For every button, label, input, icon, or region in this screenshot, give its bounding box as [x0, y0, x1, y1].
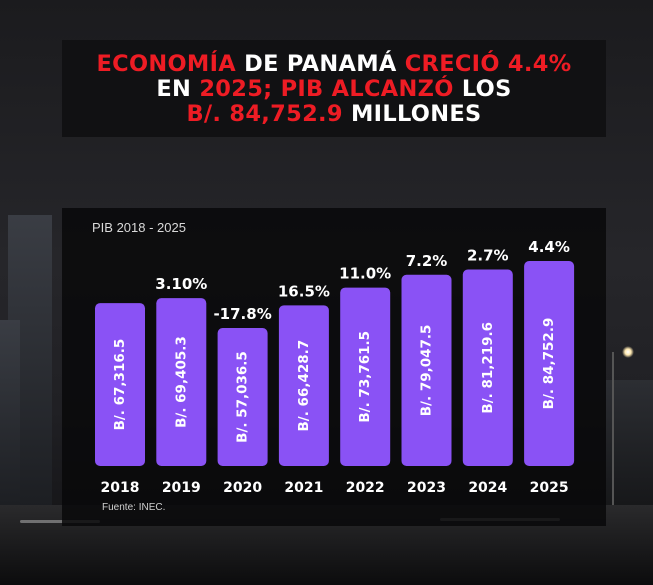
year-label: 2023 [407, 480, 446, 496]
headline-segment: creció 4.4% [404, 51, 572, 77]
growth-label: 16.5% [278, 282, 330, 300]
chart-panel: PIB 2018 - 2025 B/. 67,316.5 2018 B/. 69,4… [62, 208, 606, 526]
headline-line-3: B/. 84,752.9 millones [72, 102, 596, 127]
growth-label: 11.0% [339, 265, 391, 283]
bar-2023 [401, 274, 452, 466]
bar-2018 [95, 303, 145, 466]
year-label: 2021 [284, 480, 323, 496]
bar-2019 [156, 298, 207, 466]
bar-2021 [278, 305, 329, 466]
headline-line-1: Economía de Panamá creció 4.4% [72, 52, 596, 77]
street-lamp [622, 346, 634, 358]
value-label: B/. 66,428.7 [296, 340, 312, 432]
bar-2025 [524, 261, 575, 466]
headline-segment: Economía [96, 51, 237, 77]
headline-segment: de Panamá [236, 51, 405, 77]
value-label: B/. 57,036.5 [235, 351, 251, 443]
headline-box: Economía de Panamá creció 4.4% en 2025; … [62, 40, 606, 137]
growth-label: 2.7% [467, 247, 509, 265]
value-label: B/. 79,047.5 [419, 325, 435, 417]
year-label: 2025 [530, 480, 569, 496]
year-label: 2018 [101, 480, 140, 496]
headline-line-2: en 2025; PIB alcanzó los [72, 77, 596, 102]
headline-segment: millones [342, 101, 482, 127]
growth-label: 3.10% [155, 275, 207, 293]
value-label: B/. 69,405.3 [173, 336, 189, 428]
headline-segment: B/. 84,752.9 [186, 101, 343, 127]
value-label: B/. 81,219.6 [480, 322, 496, 414]
value-label: B/. 84,752.9 [541, 318, 557, 410]
bar-2022 [340, 287, 391, 466]
background-tower [0, 320, 20, 510]
street-lamp-pole [612, 352, 614, 510]
year-label: 2020 [223, 480, 262, 496]
growth-label: -17.8% [213, 305, 271, 323]
headline-segment: 2025; PIB alcanzó [199, 76, 454, 102]
growth-label: 4.4% [528, 238, 570, 256]
year-label: 2024 [468, 480, 507, 496]
headline-segment: en [156, 76, 200, 102]
value-label: B/. 73,761.5 [357, 331, 373, 423]
bar-2020 [217, 328, 268, 466]
source-note: Fuente: INEC. [102, 502, 166, 513]
year-label: 2019 [162, 480, 201, 496]
year-label: 2022 [346, 480, 385, 496]
chart-title: PIB 2018 - 2025 [92, 220, 186, 235]
growth-label: 7.2% [406, 252, 448, 270]
bar-chart: B/. 67,316.5 2018 B/. 69,405.3 3.10% 2019 B/.… [95, 238, 575, 496]
headline-segment: los [453, 76, 512, 102]
road-light [20, 520, 100, 523]
bar-2024 [462, 269, 513, 466]
value-label: B/. 67,316.5 [112, 339, 128, 431]
